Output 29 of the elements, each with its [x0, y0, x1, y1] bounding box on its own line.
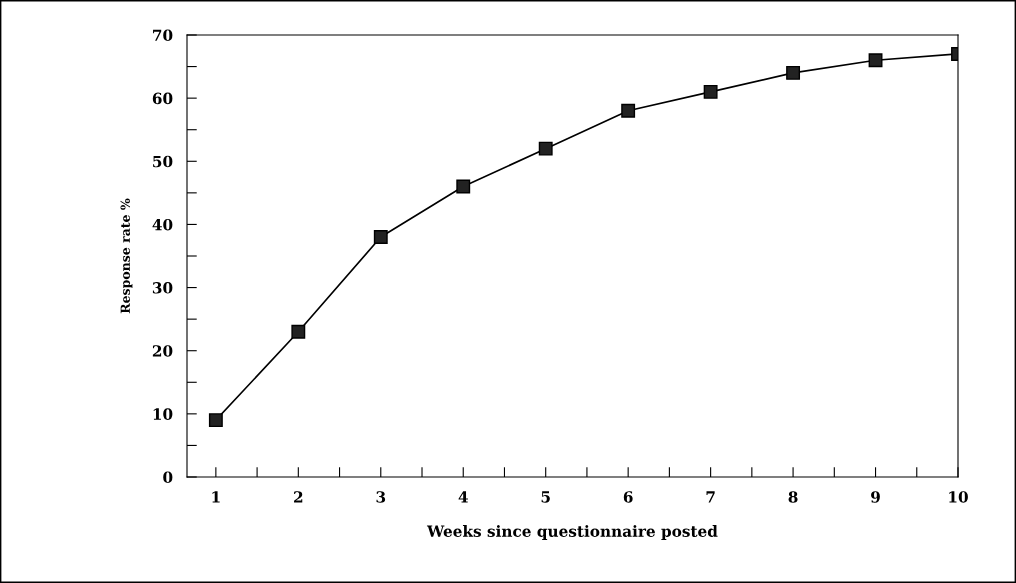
- x-tick-label: 5: [541, 491, 550, 503]
- point: [786, 65, 801, 80]
- x-tick-label: 10: [949, 491, 968, 503]
- y-tick-label: 10: [153, 408, 173, 420]
- point: [208, 413, 223, 428]
- x-tick-label: 4: [458, 491, 468, 503]
- x-tick-label: 7: [706, 491, 715, 503]
- point: [538, 141, 553, 156]
- x-tick-label: 3: [376, 491, 386, 503]
- x-tick-label: 8: [788, 491, 798, 503]
- point: [621, 103, 636, 118]
- point: [291, 324, 306, 339]
- y-tick-label: 70: [153, 29, 173, 42]
- x-tick-label: 2: [294, 491, 303, 503]
- y-tick-label: 60: [152, 92, 173, 105]
- y-tick-label: 40: [152, 218, 173, 231]
- y-axis-title: Response rate %: [120, 198, 133, 314]
- y-tick-label: 30: [152, 282, 173, 294]
- x-tick-label: 6: [623, 491, 633, 503]
- y-tick-label: 50: [153, 155, 173, 168]
- point: [456, 179, 471, 194]
- point: [703, 84, 718, 99]
- y-tick-label: 20: [152, 345, 173, 357]
- y-tick-label: 0: [163, 471, 173, 484]
- x-axis-title: Weeks since questionnaire posted: [426, 525, 718, 540]
- x-tick-label: 1: [212, 491, 220, 503]
- point: [373, 230, 388, 245]
- point: [868, 53, 883, 68]
- x-tick-label: 9: [871, 491, 880, 503]
